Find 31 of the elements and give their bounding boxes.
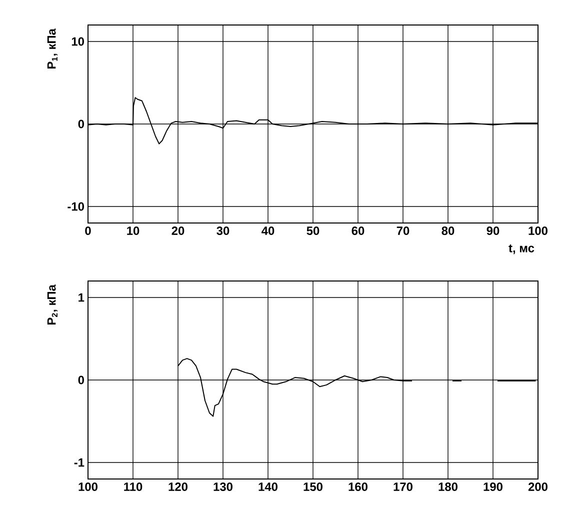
x-tick-label: 50 [306,226,320,235]
y-tick-label: 10 [72,37,84,46]
y-tick-label: 0 [78,376,84,384]
y-tick-label: -1 [74,458,84,467]
x-tick-label: 160 [348,482,368,491]
x-axis-title: t, мс [508,244,534,254]
x-tick-label: 100 [528,226,548,235]
x-tick-label: 80 [442,226,454,235]
y-tick-label: -10 [68,202,84,211]
x-tick-label: 140 [258,482,278,491]
x-tick-label: 0 [85,226,91,235]
x-tick-label: 70 [396,226,410,235]
x-tick-label: 190 [484,482,502,491]
x-tick-label: 180 [438,482,458,491]
y-axis-title: P$_{1}$, кПа [47,28,58,68]
x-tick-label: 40 [262,226,274,235]
x-tick-label: 10 [127,226,140,235]
x-tick-label: 110 [124,482,142,491]
x-tick-label: 30 [216,226,230,236]
x-tick-label: 200 [528,482,548,491]
x-tick-label: 100 [78,482,98,491]
x-tick-label: 60 [352,226,364,235]
x-tick-label: 130 [214,482,232,492]
y-tick-label: 1 [78,293,84,302]
x-tick-label: 120 [168,482,188,491]
x-tick-label: 170 [394,482,412,491]
x-tick-label: 90 [486,226,500,235]
x-tick-label: 150 [304,482,322,491]
y-tick-label: 0 [78,120,84,128]
x-tick-label: 20 [172,226,184,235]
y-axis-title: P$_{2}$, кПа [47,284,58,324]
